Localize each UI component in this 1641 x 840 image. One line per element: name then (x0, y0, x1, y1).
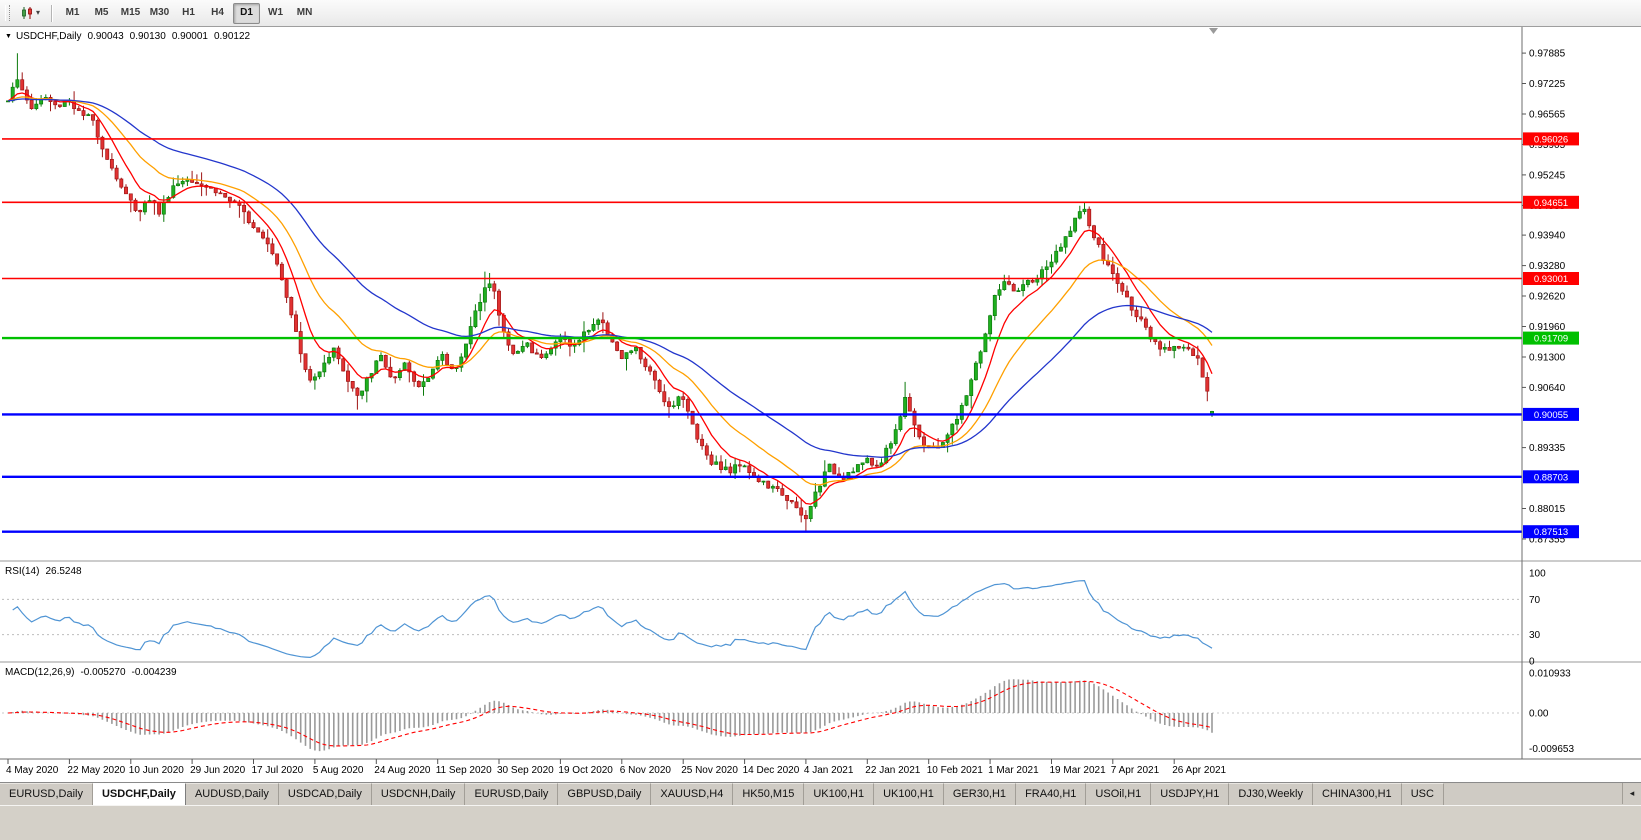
svg-text:14 Dec 2020: 14 Dec 2020 (743, 765, 800, 776)
chart-tab-usoil-h1[interactable]: USOil,H1 (1086, 783, 1152, 805)
timeframe-button-d1[interactable]: D1 (233, 2, 261, 24)
svg-text:4 Jan 2021: 4 Jan 2021 (804, 765, 854, 776)
chart-tab-eurusd-daily[interactable]: EURUSD,Daily (0, 783, 93, 805)
chart-tab-china300-h1[interactable]: CHINA300,H1 (1312, 783, 1402, 805)
svg-text:24 Aug 2020: 24 Aug 2020 (374, 765, 431, 776)
svg-text:0.87513: 0.87513 (1534, 527, 1568, 538)
ma-line-45 (7, 98, 1213, 458)
chart-tab-hk50-m15[interactable]: HK50,M15 (733, 783, 805, 805)
rsi-line (12, 579, 1213, 659)
svg-text:0.89335: 0.89335 (1529, 443, 1566, 454)
svg-text:0.91960: 0.91960 (1529, 322, 1566, 333)
svg-text:11 Sep 2020: 11 Sep 2020 (436, 765, 492, 776)
svg-text:0.88703: 0.88703 (1534, 472, 1568, 483)
chart-canvas[interactable]: 0.978850.972250.965650.959050.952450.945… (0, 27, 1641, 782)
chart-tab-gbpusd-daily[interactable]: GBPUSD,Daily (558, 783, 652, 805)
svg-text:-0.009653: -0.009653 (1529, 744, 1574, 755)
svg-text:22 Jan 2021: 22 Jan 2021 (865, 765, 920, 776)
toolbar-grip[interactable] (5, 5, 10, 21)
svg-text:70: 70 (1529, 595, 1541, 606)
svg-text:19 Mar 2021: 19 Mar 2021 (1050, 765, 1107, 776)
svg-text:1 Mar 2021: 1 Mar 2021 (988, 765, 1039, 776)
svg-text:5 Aug 2020: 5 Aug 2020 (313, 765, 364, 776)
timeframe-button-h1[interactable]: H1 (182, 6, 195, 18)
ma-line-8 (7, 92, 1213, 505)
chart-type-button[interactable]: ▾ (15, 2, 45, 24)
chart-tab-uk100-h1[interactable]: UK100,H1 (874, 783, 944, 805)
svg-text:0.93001: 0.93001 (1534, 274, 1568, 285)
chart-shift-marker (1209, 28, 1218, 34)
rsi-axis: 100 70 30 0 (1529, 569, 1546, 668)
timeframe-button-m15[interactable]: M15 (120, 6, 141, 18)
chart-tab-usdcad-daily[interactable]: USDCAD,Daily (278, 783, 372, 805)
svg-text:29 Jun 2020: 29 Jun 2020 (190, 765, 245, 776)
chart-tab-audusd-daily[interactable]: AUDUSD,Daily (185, 783, 279, 805)
timeframe-button-w1[interactable]: W1 (268, 6, 284, 18)
svg-text:0.91709: 0.91709 (1534, 334, 1568, 345)
svg-text:0.96026: 0.96026 (1534, 134, 1568, 145)
chevron-down-icon: ▾ (36, 8, 41, 17)
chart-tab-dj30-weekly[interactable]: DJ30,Weekly (1229, 783, 1313, 805)
timeframe-button-h4[interactable]: H4 (211, 6, 224, 18)
svg-text:0.97885: 0.97885 (1529, 49, 1566, 60)
svg-text:0.93280: 0.93280 (1529, 261, 1566, 272)
svg-text:100: 100 (1529, 569, 1546, 580)
svg-text:0.97225: 0.97225 (1529, 79, 1566, 90)
chart-tab-usdjpy-h1[interactable]: USDJPY,H1 (1151, 783, 1230, 805)
svg-text:0: 0 (1529, 657, 1535, 668)
chart-tabbar: EURUSD,Daily USDCHF,Daily AUDUSD,Daily USDC… (0, 782, 1641, 805)
chart-tab-usdchf-daily[interactable]: USDCHF,Daily (92, 783, 186, 805)
chart-tab-usdcnh-daily[interactable]: USDCNH,Daily (371, 783, 466, 805)
svg-text:7 Apr 2021: 7 Apr 2021 (1111, 765, 1160, 776)
macd-axis: 0.010933 0.00 -0.009653 (1529, 669, 1574, 755)
svg-text:0.95245: 0.95245 (1529, 170, 1566, 181)
svg-text:30: 30 (1529, 630, 1541, 641)
svg-text:0.91300: 0.91300 (1529, 353, 1566, 364)
svg-text:0.00: 0.00 (1529, 709, 1549, 720)
svg-text:0.010933: 0.010933 (1529, 669, 1571, 680)
svg-text:26 Apr 2021: 26 Apr 2021 (1172, 765, 1226, 776)
macd-histogram (11, 679, 1213, 752)
svg-text:10 Jun 2020: 10 Jun 2020 (129, 765, 184, 776)
chart-area[interactable]: 0.978850.972250.965650.959050.952450.945… (0, 27, 1641, 782)
svg-text:4 May 2020: 4 May 2020 (6, 765, 59, 776)
price-level-badges: 0.96026 0.94651 0.93001 0.91709 0.90055 0.887… (1523, 132, 1579, 539)
svg-text:0.90640: 0.90640 (1529, 383, 1566, 394)
chart-tab-fra40-h1[interactable]: FRA40,H1 (1016, 783, 1087, 805)
chart-tab-eurusd-daily[interactable]: EURUSD,Daily (465, 783, 559, 805)
date-axis[interactable]: 4 May 2020 22 May 2020 10 Jun 2020 29 Jun 2… (6, 759, 1227, 776)
svg-text:22 May 2020: 22 May 2020 (67, 765, 125, 776)
svg-text:19 Oct 2020: 19 Oct 2020 (558, 765, 613, 776)
svg-text:0.94651: 0.94651 (1534, 198, 1568, 209)
timeframe-button-m5[interactable]: M5 (94, 6, 109, 18)
svg-text:0.88015: 0.88015 (1529, 504, 1566, 515)
svg-text:0.92620: 0.92620 (1529, 292, 1566, 303)
timeframe-buttons: M1 M5 M15 M30 H1 H4 D1 W1 MN (58, 2, 319, 24)
svg-text:25 Nov 2020: 25 Nov 2020 (681, 765, 738, 776)
status-bar (0, 805, 1641, 840)
chart-tab-uk100-h1[interactable]: UK100,H1 (804, 783, 875, 805)
svg-text:10 Feb 2021: 10 Feb 2021 (927, 765, 984, 776)
chart-tab-ger30-h1[interactable]: GER30,H1 (943, 783, 1017, 805)
svg-text:0.87355: 0.87355 (1529, 535, 1566, 546)
svg-text:30 Sep 2020: 30 Sep 2020 (497, 765, 554, 776)
tab-scroll-left-button[interactable]: ◂ (1622, 783, 1641, 804)
timeframe-button-mn[interactable]: MN (296, 6, 313, 18)
svg-text:6 Nov 2020: 6 Nov 2020 (620, 765, 672, 776)
macd-signal-line (7, 680, 1213, 747)
svg-text:17 Jul 2020: 17 Jul 2020 (252, 765, 304, 776)
candlestick-icon (22, 7, 32, 19)
svg-text:0.96565: 0.96565 (1529, 110, 1566, 121)
toolbar-separator (51, 4, 53, 22)
chart-tab-xauusd-h4[interactable]: XAUUSD,H4 (651, 783, 734, 805)
chart-tab-usc[interactable]: USC (1401, 783, 1444, 805)
svg-text:0.93940: 0.93940 (1529, 231, 1566, 242)
timeframe-toolbar: ▾ M1 M5 M15 M30 H1 H4 D1 W1 MN (0, 0, 1641, 27)
ma-line-20 (7, 96, 1213, 486)
timeframe-button-m30[interactable]: M30 (149, 6, 170, 18)
svg-text:0.90055: 0.90055 (1534, 410, 1568, 421)
timeframe-button-m1[interactable]: M1 (65, 6, 80, 18)
